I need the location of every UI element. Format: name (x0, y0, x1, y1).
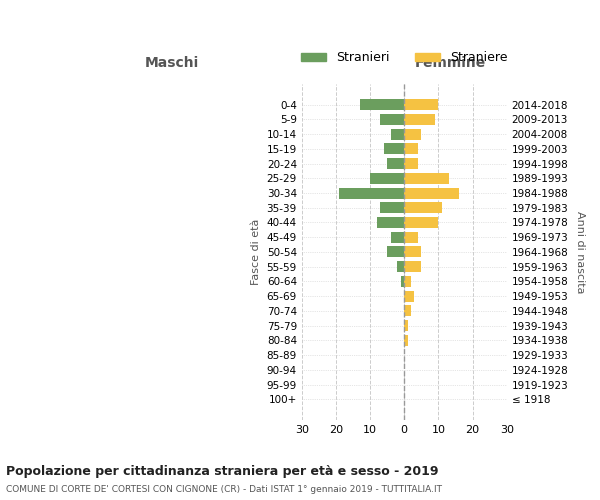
Bar (404, 114, 435, 125)
Bar (370, 173, 404, 184)
Bar (387, 246, 404, 258)
Bar (404, 306, 411, 316)
Bar (360, 99, 404, 110)
Bar (404, 320, 407, 331)
Bar (404, 99, 439, 110)
Bar (404, 261, 421, 272)
Bar (340, 188, 404, 198)
Bar (380, 114, 404, 125)
Bar (397, 261, 404, 272)
Bar (387, 158, 404, 169)
Text: COMUNE DI CORTE DE' CORTESI CON CIGNONE (CR) - Dati ISTAT 1° gennaio 2019 - TUTT: COMUNE DI CORTE DE' CORTESI CON CIGNONE … (6, 485, 442, 494)
Bar (384, 144, 404, 154)
Text: Popolazione per cittadinanza straniera per età e sesso - 2019: Popolazione per cittadinanza straniera p… (6, 465, 439, 478)
Bar (404, 158, 418, 169)
Bar (377, 217, 404, 228)
Bar (404, 128, 421, 140)
Bar (404, 246, 421, 258)
Bar (404, 290, 415, 302)
Bar (391, 232, 404, 243)
Bar (404, 217, 439, 228)
Bar (380, 202, 404, 213)
Y-axis label: Fasce di età: Fasce di età (251, 219, 261, 285)
Bar (404, 335, 407, 346)
Bar (404, 188, 459, 198)
Bar (404, 202, 442, 213)
Bar (401, 276, 404, 287)
Legend: Stranieri, Straniere: Stranieri, Straniere (296, 46, 512, 70)
Text: Femmine: Femmine (415, 56, 486, 70)
Text: Maschi: Maschi (145, 56, 199, 70)
Bar (404, 276, 411, 287)
Bar (404, 232, 418, 243)
Y-axis label: Anni di nascita: Anni di nascita (575, 210, 585, 293)
Bar (391, 128, 404, 140)
Bar (404, 144, 418, 154)
Bar (404, 173, 449, 184)
